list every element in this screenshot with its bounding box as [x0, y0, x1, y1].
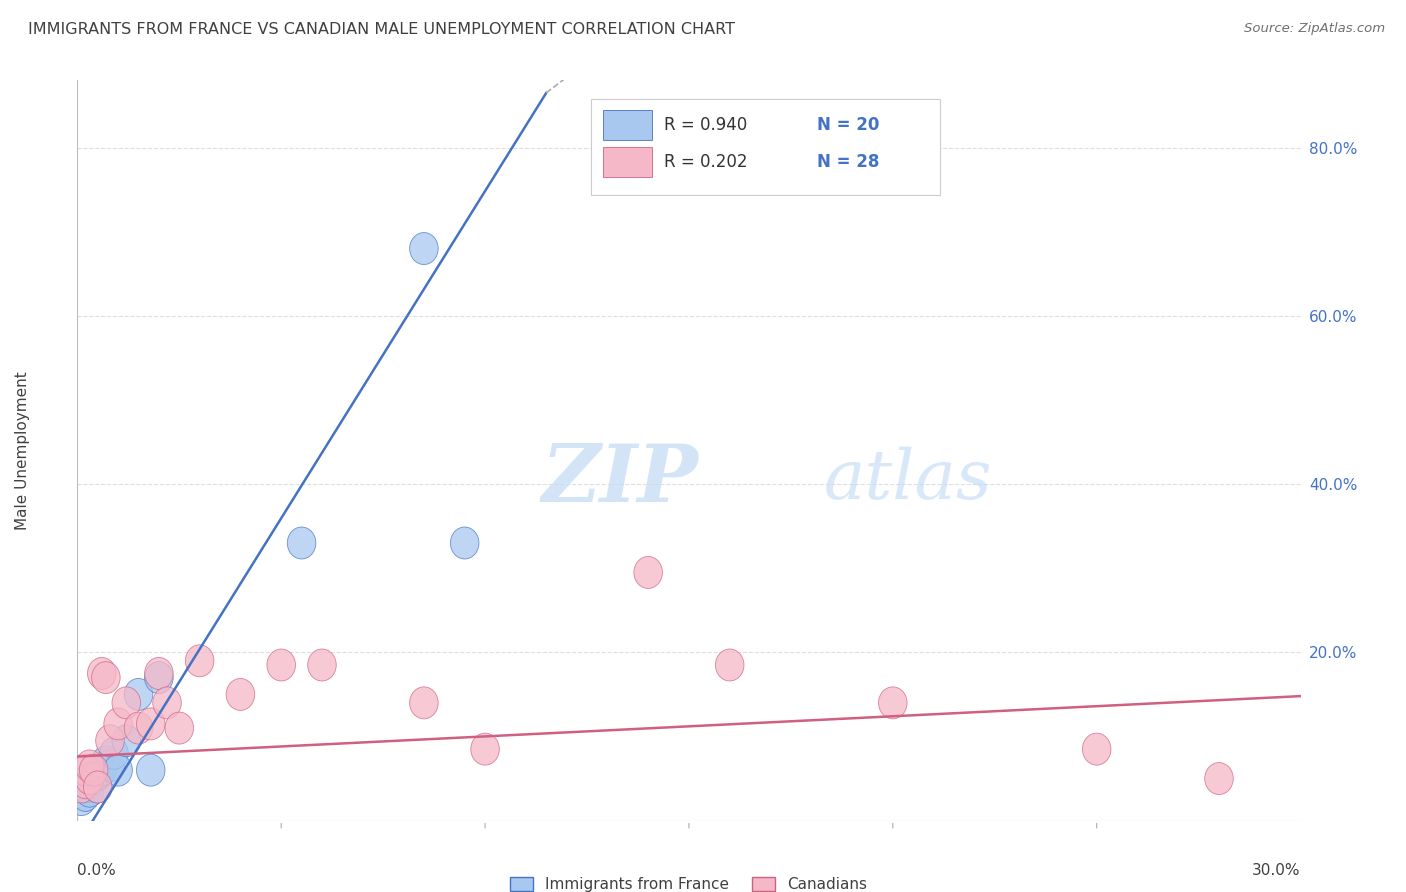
- Ellipse shape: [72, 754, 100, 786]
- Ellipse shape: [67, 784, 96, 815]
- Ellipse shape: [450, 527, 479, 559]
- Text: R = 0.940: R = 0.940: [665, 116, 748, 134]
- Text: 30.0%: 30.0%: [1253, 863, 1301, 878]
- Ellipse shape: [76, 767, 104, 798]
- Ellipse shape: [72, 767, 100, 798]
- Text: IMMIGRANTS FROM FRANCE VS CANADIAN MALE UNEMPLOYMENT CORRELATION CHART: IMMIGRANTS FROM FRANCE VS CANADIAN MALE …: [28, 22, 735, 37]
- Ellipse shape: [1205, 763, 1233, 795]
- Ellipse shape: [153, 687, 181, 719]
- Text: ZIP: ZIP: [543, 442, 699, 519]
- FancyBboxPatch shape: [591, 99, 939, 195]
- Text: atlas: atlas: [824, 447, 993, 514]
- Ellipse shape: [67, 771, 96, 803]
- Ellipse shape: [91, 746, 120, 778]
- Text: N = 28: N = 28: [817, 153, 880, 170]
- Ellipse shape: [634, 557, 662, 589]
- Ellipse shape: [124, 712, 153, 744]
- Ellipse shape: [96, 750, 124, 782]
- Ellipse shape: [100, 738, 128, 769]
- Ellipse shape: [124, 679, 153, 710]
- Ellipse shape: [79, 754, 108, 786]
- Ellipse shape: [136, 708, 165, 739]
- Ellipse shape: [409, 233, 439, 265]
- Ellipse shape: [136, 754, 165, 786]
- Text: R = 0.202: R = 0.202: [665, 153, 748, 170]
- Ellipse shape: [471, 733, 499, 765]
- Ellipse shape: [145, 662, 173, 694]
- Ellipse shape: [308, 649, 336, 681]
- Ellipse shape: [76, 775, 104, 807]
- Ellipse shape: [226, 679, 254, 710]
- Ellipse shape: [72, 771, 100, 803]
- Ellipse shape: [112, 724, 141, 756]
- Ellipse shape: [76, 750, 104, 782]
- Ellipse shape: [165, 712, 194, 744]
- Ellipse shape: [87, 657, 117, 690]
- Ellipse shape: [1083, 733, 1111, 765]
- Ellipse shape: [267, 649, 295, 681]
- Ellipse shape: [145, 657, 173, 690]
- Ellipse shape: [83, 771, 112, 803]
- Ellipse shape: [409, 687, 439, 719]
- Ellipse shape: [287, 527, 316, 559]
- Ellipse shape: [104, 708, 132, 739]
- Ellipse shape: [87, 754, 117, 786]
- FancyBboxPatch shape: [603, 147, 652, 177]
- FancyBboxPatch shape: [603, 110, 652, 139]
- Ellipse shape: [83, 771, 112, 803]
- Text: Source: ZipAtlas.com: Source: ZipAtlas.com: [1244, 22, 1385, 36]
- Ellipse shape: [83, 758, 112, 790]
- Ellipse shape: [186, 645, 214, 677]
- Ellipse shape: [72, 780, 100, 812]
- Ellipse shape: [76, 763, 104, 795]
- Ellipse shape: [79, 763, 108, 795]
- Ellipse shape: [112, 687, 141, 719]
- Text: N = 20: N = 20: [817, 116, 880, 134]
- Ellipse shape: [91, 662, 120, 694]
- Ellipse shape: [716, 649, 744, 681]
- Text: 0.0%: 0.0%: [77, 863, 117, 878]
- Text: Male Unemployment: Male Unemployment: [15, 371, 30, 530]
- Ellipse shape: [879, 687, 907, 719]
- Ellipse shape: [104, 754, 132, 786]
- Legend: Immigrants from France, Canadians: Immigrants from France, Canadians: [505, 871, 873, 892]
- Ellipse shape: [96, 724, 124, 756]
